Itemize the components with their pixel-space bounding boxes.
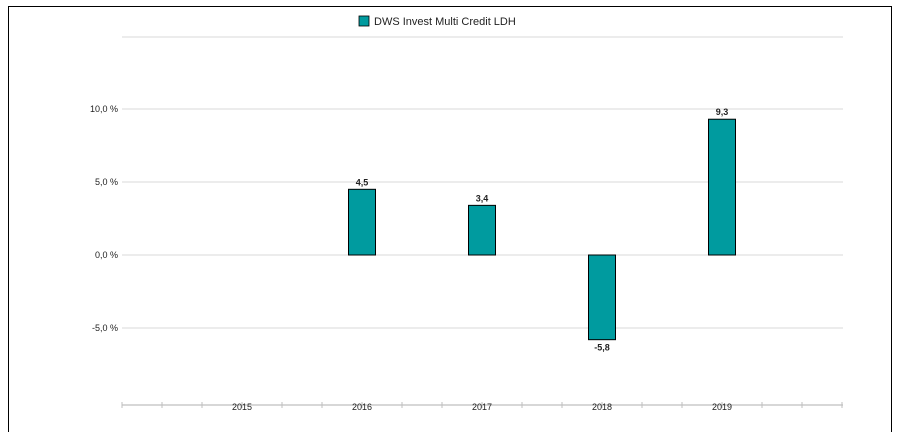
x-tick-label: 2019 — [712, 402, 732, 412]
legend: DWS Invest Multi Credit LDH — [358, 15, 516, 28]
x-tick-label: 2018 — [592, 402, 612, 412]
x-tick-label: 2015 — [232, 402, 252, 412]
chart-frame — [8, 6, 892, 432]
data-label: -5,8 — [594, 343, 610, 353]
bar — [468, 204, 496, 256]
y-tick-label: -5,0 % — [92, 323, 118, 333]
bar — [708, 118, 736, 256]
bars: 4,5 3,4 -5,8 9,3 — [348, 107, 736, 353]
data-label: 4,5 — [356, 177, 369, 187]
data-label: 9,3 — [716, 107, 729, 117]
legend-label: DWS Invest Multi Credit LDH — [374, 16, 516, 28]
legend-swatch — [358, 15, 370, 27]
y-tick-label: 10,0 % — [90, 104, 118, 114]
bar — [348, 188, 376, 256]
x-tick-label: 2017 — [472, 402, 492, 412]
y-tick-label: 5,0 % — [95, 177, 118, 187]
bar — [588, 254, 616, 341]
gridlines — [122, 36, 843, 329]
y-axis: 10,0 % 5,0 % 0,0 % -5,0 % — [90, 104, 118, 333]
x-tick-label: 2016 — [352, 402, 372, 412]
data-label: 3,4 — [476, 193, 489, 203]
x-axis: 2015 2016 2017 2018 2019 — [121, 402, 843, 412]
y-tick-label: 0,0 % — [95, 250, 118, 260]
